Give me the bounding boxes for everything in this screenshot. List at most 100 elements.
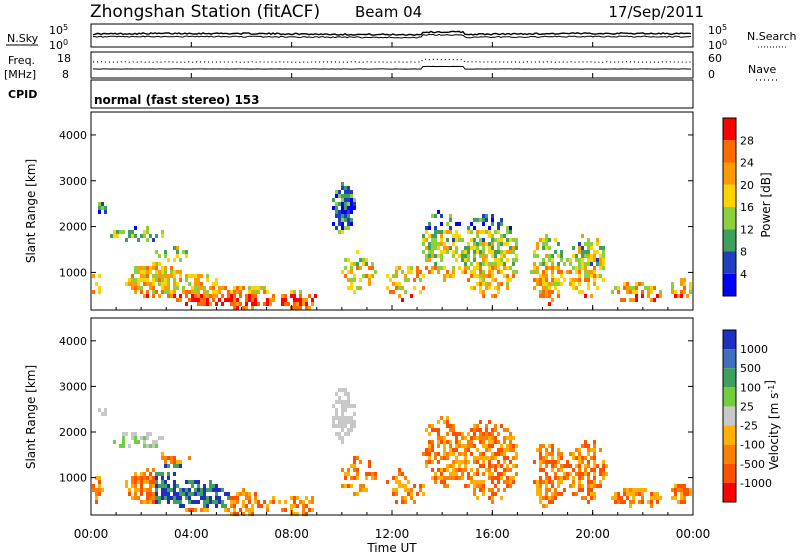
heatmap-cell xyxy=(653,492,656,496)
heatmap-cell xyxy=(170,266,173,270)
heatmap-cell xyxy=(683,500,686,504)
heatmap-cell xyxy=(488,230,491,234)
heatmap-cell xyxy=(440,472,443,476)
heatmap-cell xyxy=(626,286,629,290)
heatmap-cell xyxy=(500,254,503,258)
heatmap-cell xyxy=(467,266,470,270)
heatmap-cell xyxy=(587,464,590,468)
heatmap-cell xyxy=(548,258,551,262)
heatmap-cell xyxy=(533,254,536,258)
heatmap-cell xyxy=(647,294,650,298)
heatmap-cell xyxy=(554,472,557,476)
heatmap-cell xyxy=(497,432,500,436)
heatmap-cell xyxy=(638,500,641,504)
heatmap-cell xyxy=(143,278,146,282)
heatmap-cell xyxy=(578,456,581,460)
heatmap-cell xyxy=(131,234,134,238)
heatmap-cell xyxy=(479,278,482,282)
heatmap-cell xyxy=(569,282,572,286)
heatmap-cell xyxy=(431,460,434,464)
heatmap-cell xyxy=(335,190,338,194)
heatmap-cell xyxy=(191,500,194,504)
heatmap-cell xyxy=(437,254,440,258)
heatmap-cell xyxy=(341,222,344,226)
heatmap-cell xyxy=(545,238,548,242)
heatmap-cell xyxy=(581,460,584,464)
heatmap-cell xyxy=(143,444,146,448)
heatmap-cell xyxy=(590,492,593,496)
heatmap-cell xyxy=(533,278,536,282)
heatmap-cell xyxy=(131,436,134,440)
heatmap-cell xyxy=(593,274,596,278)
heatmap-cell xyxy=(569,464,572,468)
heatmap-cell xyxy=(116,230,119,234)
heatmap-cell xyxy=(569,258,572,262)
heatmap-cell xyxy=(176,250,179,254)
heatmap-cell xyxy=(344,420,347,424)
heatmap-cell xyxy=(464,254,467,258)
heatmap-cell xyxy=(500,282,503,286)
heatmap-cell xyxy=(359,258,362,262)
heatmap-cell xyxy=(467,246,470,250)
heatmap-cell xyxy=(650,492,653,496)
heatmap-cell xyxy=(545,456,548,460)
heatmap-cell xyxy=(353,278,356,282)
heatmap-cell xyxy=(311,302,314,306)
heatmap-cell xyxy=(473,238,476,242)
heatmap-cell xyxy=(449,444,452,448)
heatmap-cell xyxy=(335,210,338,214)
heatmap-cell xyxy=(560,250,563,254)
heatmap-cell xyxy=(158,496,161,500)
heatmap-cell xyxy=(557,484,560,488)
heatmap-cell xyxy=(632,492,635,496)
heatmap-cell xyxy=(410,266,413,270)
heatmap-cell xyxy=(578,266,581,270)
heatmap-cell xyxy=(578,488,581,492)
heatmap-cell xyxy=(200,282,203,286)
heatmap-cell xyxy=(197,286,200,290)
heatmap-cell xyxy=(494,484,497,488)
heatmap-cell xyxy=(563,278,566,282)
heatmap-cell xyxy=(407,270,410,274)
heatmap-cell xyxy=(206,500,209,504)
heatmap-cell xyxy=(242,488,245,492)
heatmap-cell xyxy=(428,432,431,436)
heatmap-cell xyxy=(308,500,311,504)
heatmap-cell xyxy=(482,282,485,286)
heatmap-cell xyxy=(347,222,350,226)
heatmap-cell xyxy=(458,444,461,448)
heatmap-cell xyxy=(164,496,167,500)
heatmap-cell xyxy=(473,456,476,460)
heatmap-cell xyxy=(596,258,599,262)
heatmap-cell xyxy=(341,214,344,218)
heatmap-cell xyxy=(680,496,683,500)
heatmap-cell xyxy=(656,500,659,504)
heatmap-cell xyxy=(587,242,590,246)
heatmap-cell xyxy=(401,496,404,500)
heatmap-cell xyxy=(161,270,164,274)
heatmap-cell xyxy=(587,460,590,464)
heatmap-cell xyxy=(557,452,560,456)
heatmap-cell xyxy=(629,500,632,504)
heatmap-cell xyxy=(161,476,164,480)
heatmap-cell xyxy=(455,234,458,238)
heatmap-cell xyxy=(533,270,536,274)
freq-unit: [MHz] xyxy=(4,68,36,81)
heatmap-cell xyxy=(629,290,632,294)
heatmap-cell xyxy=(197,290,200,294)
heatmap-cell xyxy=(347,404,350,408)
heatmap-cell xyxy=(455,444,458,448)
heatmap-cell xyxy=(356,286,359,290)
heatmap-cell xyxy=(341,202,344,206)
heatmap-cell xyxy=(206,504,209,508)
heatmap-cell xyxy=(347,396,350,400)
heatmap-cell xyxy=(404,278,407,282)
station-title: Zhongshan Station (fitACF) xyxy=(90,2,320,22)
heatmap-cell xyxy=(419,278,422,282)
heatmap-cell xyxy=(485,218,488,222)
heatmap-cell xyxy=(476,246,479,250)
heatmap-cell xyxy=(233,508,236,512)
heatmap-cell xyxy=(626,290,629,294)
heatmap-cell xyxy=(572,254,575,258)
heatmap-cell xyxy=(593,492,596,496)
